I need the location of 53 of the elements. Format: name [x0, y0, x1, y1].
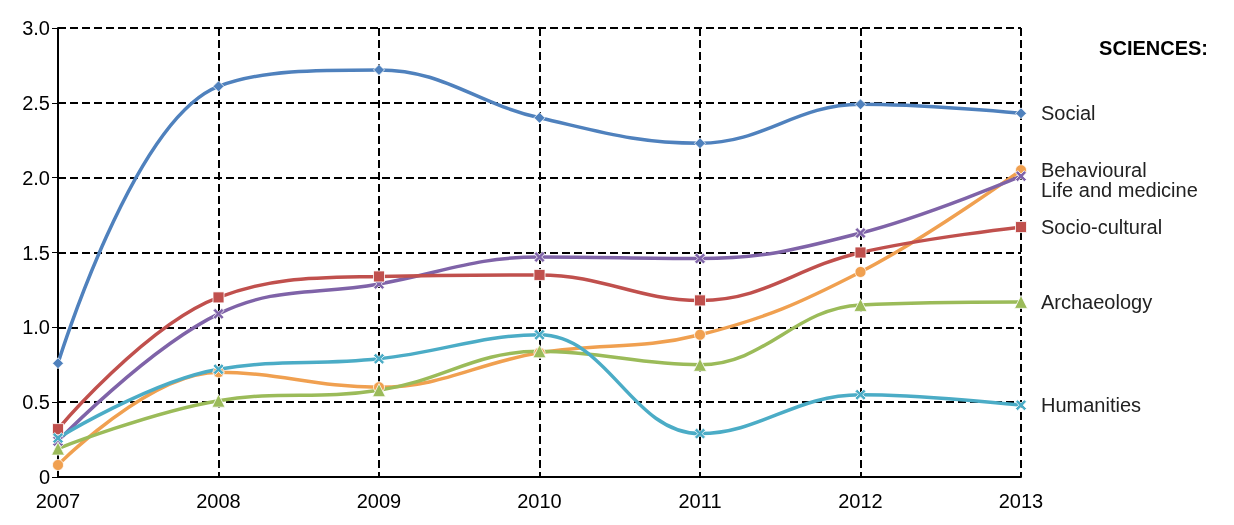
point [694, 328, 706, 341]
legend-title: SCIENCES: [1099, 37, 1208, 59]
series-label: Archaeology [1041, 290, 1153, 313]
series-label: Life and medicine [1041, 179, 1198, 202]
x-tick-label: 2012 [838, 490, 883, 512]
point [694, 252, 706, 265]
y-tick-label: 2.0 [22, 166, 50, 189]
point [854, 266, 867, 278]
point [373, 270, 385, 283]
x-tick-label: 2008 [196, 490, 241, 512]
x-tick-label: 2009 [356, 490, 402, 512]
point [212, 80, 225, 93]
point [1015, 221, 1027, 233]
x-tick-label: 2013 [998, 490, 1044, 512]
point [52, 459, 64, 471]
point [52, 357, 64, 370]
point [1015, 399, 1027, 412]
y-tick-label: 3.0 [22, 17, 50, 39]
point [212, 307, 225, 320]
point [1015, 107, 1027, 120]
point [854, 227, 867, 239]
point [212, 291, 225, 304]
series-label: Socio-cultural [1041, 216, 1163, 239]
point [373, 352, 385, 365]
point [854, 246, 867, 259]
point [1014, 294, 1028, 309]
series-label: Behavioural [1041, 159, 1147, 182]
series-label: Social [1041, 102, 1096, 125]
point [694, 427, 706, 440]
point [211, 393, 226, 408]
y-tick-label: 2.5 [22, 91, 50, 114]
y-tick-label: 0 [38, 466, 50, 488]
point [533, 111, 546, 124]
point [694, 137, 706, 150]
point [693, 357, 707, 372]
point [533, 251, 546, 263]
point [373, 64, 385, 76]
point [853, 297, 868, 312]
point [372, 383, 386, 398]
point [533, 269, 546, 281]
y-tick-label: 1.0 [22, 316, 50, 339]
point [533, 328, 546, 341]
point [694, 294, 706, 307]
point [854, 388, 867, 401]
x-tick-label: 2007 [35, 490, 81, 512]
point [854, 98, 867, 111]
y-tick-label: 1.5 [22, 241, 50, 264]
point [1015, 170, 1027, 183]
y-tick-label: 0.5 [22, 391, 50, 414]
x-tick-label: 2010 [517, 490, 562, 512]
x-tick-label: 2011 [678, 490, 722, 512]
series-label: Humanities [1041, 394, 1142, 417]
point [51, 441, 65, 456]
